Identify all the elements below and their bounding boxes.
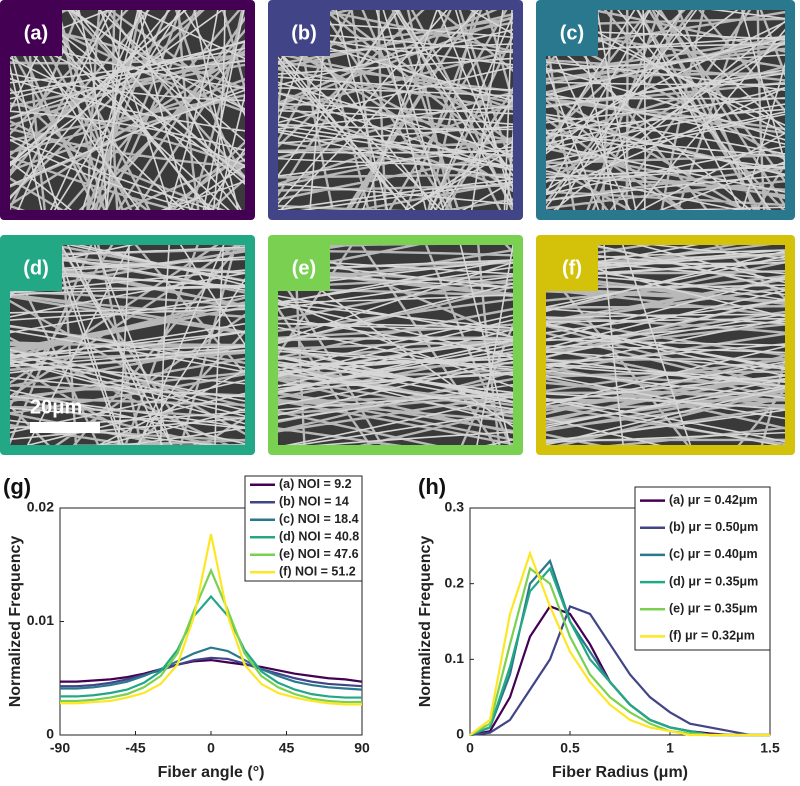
legend-label: (f) μr = 0.32μm	[669, 629, 755, 643]
legend-box	[634, 486, 771, 651]
x-tick-label: -45	[125, 740, 145, 756]
legend-label: (a) NOI = 9.2	[279, 477, 352, 491]
x-tick-label: 0.5	[560, 740, 580, 756]
x-axis-label: Fiber Radius (μm)	[552, 764, 688, 781]
sem-panel: (c)	[536, 0, 795, 220]
legend-label: (c) NOI = 18.4	[279, 512, 359, 526]
series-line	[469, 604, 770, 737]
y-tick-label: 0.2	[445, 574, 465, 590]
scale-bar-label: 20μm	[30, 396, 82, 418]
legend-label: (e) NOI = 47.6	[279, 547, 359, 561]
panel-label: (g)	[3, 474, 31, 499]
legend-label: (d) μr = 0.35μm	[669, 574, 758, 588]
legend-label: (e) μr = 0.35μm	[669, 602, 758, 616]
sem-panel: (f)	[536, 235, 795, 455]
x-tick-label: 1	[666, 740, 674, 756]
x-tick-label: 1.5	[760, 740, 780, 756]
label-box	[278, 10, 330, 56]
legend-label: (f) NOI = 51.2	[279, 565, 356, 579]
legend-box	[244, 475, 363, 582]
x-tick-label: -90	[50, 740, 70, 756]
y-tick-label: 0.01	[27, 612, 54, 628]
x-tick-label: 0	[207, 740, 215, 756]
series-line	[60, 533, 362, 706]
y-tick-label: 0	[46, 726, 54, 742]
x-tick-label: 0	[466, 740, 474, 756]
panel-label: (h)	[418, 474, 446, 499]
panel-label: (e)	[292, 257, 316, 279]
y-axis-label: Normalized Frequency	[417, 536, 434, 708]
fibers	[546, 245, 785, 445]
series-line	[60, 567, 362, 704]
y-tick-label: 0.1	[445, 650, 465, 666]
y-tick-label: 0	[456, 726, 464, 742]
y-tick-label: 0.3	[445, 499, 465, 515]
label-box	[546, 245, 598, 291]
x-tick-label: 90	[354, 740, 370, 756]
series-line	[469, 550, 770, 737]
sem-panel: (a)	[0, 0, 255, 220]
legend-label: (b) μr = 0.50μm	[669, 520, 758, 534]
chart: 0 0.5 1 1.5 0 0.1 0.2 0.3 Fiber Radius (μm) Norma…	[417, 474, 780, 781]
x-axis-label: Fiber angle (°)	[158, 764, 265, 781]
fibers	[278, 245, 513, 445]
series-line	[60, 656, 363, 688]
label-box	[546, 10, 598, 56]
panel-label: (c)	[560, 22, 584, 44]
legend-label: (b) NOI = 14	[279, 495, 349, 509]
scale-bar	[30, 422, 100, 433]
sem-panel: (d)	[0, 235, 255, 455]
legend-label: (a) μr = 0.42μm	[669, 493, 758, 507]
panel-label: (f)	[562, 257, 582, 279]
panel-label: (a)	[24, 22, 48, 44]
label-box	[10, 10, 62, 56]
panel-label: (d)	[23, 257, 49, 279]
chart: -90 -45 0 45 90 0 0.01 0.02 Fiber angle (°) Norma…	[3, 474, 370, 781]
series-line	[60, 594, 362, 699]
label-box	[10, 245, 62, 291]
x-tick-label: 45	[279, 740, 295, 756]
series-line	[60, 658, 363, 683]
panel-label: (b)	[291, 22, 317, 44]
sem-panel: (b)	[268, 0, 523, 220]
y-axis-label: Normalized Frequency	[7, 536, 24, 708]
sem-panel: (e)	[268, 235, 523, 455]
legend-label: (d) NOI = 40.8	[279, 530, 359, 544]
y-tick-label: 0.02	[27, 499, 54, 515]
label-box	[278, 245, 330, 291]
legend-label: (c) μr = 0.40μm	[669, 547, 758, 561]
series-line	[60, 646, 363, 691]
